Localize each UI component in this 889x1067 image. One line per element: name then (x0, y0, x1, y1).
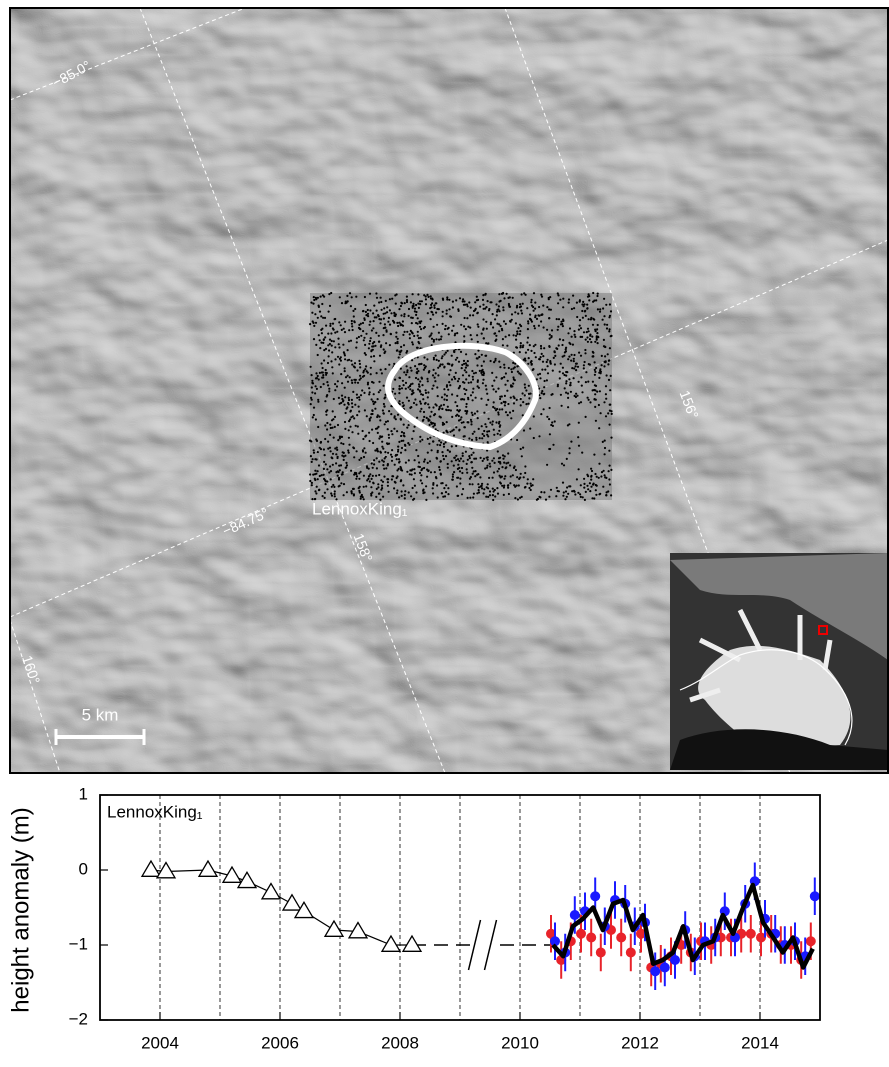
y-tick-label: −1 (69, 934, 88, 953)
triangle-marker (199, 861, 217, 876)
point (746, 929, 756, 939)
point (650, 966, 660, 976)
point (596, 948, 606, 958)
point (576, 929, 586, 939)
map-label: LennoxKing₁ (312, 499, 408, 518)
x-tick-label: 2014 (741, 1033, 779, 1052)
chart: 2004 2006 2008 2010 2012 2014 1 0 −1 −2 LennoxKing… (69, 784, 820, 1052)
point (616, 933, 626, 943)
x-tick-label: 2004 (141, 1033, 179, 1052)
point (586, 933, 596, 943)
scale-label: 5 km (82, 705, 119, 724)
x-tick-label: 2010 (501, 1033, 539, 1052)
triangle-line (151, 870, 412, 945)
triangle-marker (283, 895, 301, 910)
point (626, 948, 636, 958)
point (660, 963, 670, 973)
triangle-marker (157, 863, 175, 878)
x-tick-label: 2006 (261, 1033, 299, 1052)
y-axis-label: height anomaly (m) (7, 807, 34, 1012)
y-tick-label: 1 (79, 784, 88, 803)
y-tick-label: −2 (69, 1009, 88, 1028)
x-tick-label: 2008 (381, 1033, 419, 1052)
point (806, 936, 816, 946)
triangle-marker (349, 923, 367, 938)
triangle-marker (238, 872, 256, 887)
point (670, 955, 680, 965)
triangle-marker (382, 936, 400, 951)
triangle-marker (262, 884, 280, 899)
point (810, 891, 820, 901)
x-tick-label: 2012 (621, 1033, 659, 1052)
triangle-marker (142, 861, 160, 876)
triangle-marker (403, 936, 421, 951)
annotation: LennoxKing₁ (107, 802, 203, 821)
point (590, 891, 600, 901)
figure: LennoxKing₁ −85.0° −84.75° 156° 158° 160… (0, 0, 889, 1062)
inset-map (670, 553, 888, 770)
break-gap (473, 920, 493, 970)
point (570, 910, 580, 920)
map: LennoxKing₁ −85.0° −84.75° 156° 158° 160… (10, 8, 888, 773)
y-tick-label: 0 (79, 859, 88, 878)
